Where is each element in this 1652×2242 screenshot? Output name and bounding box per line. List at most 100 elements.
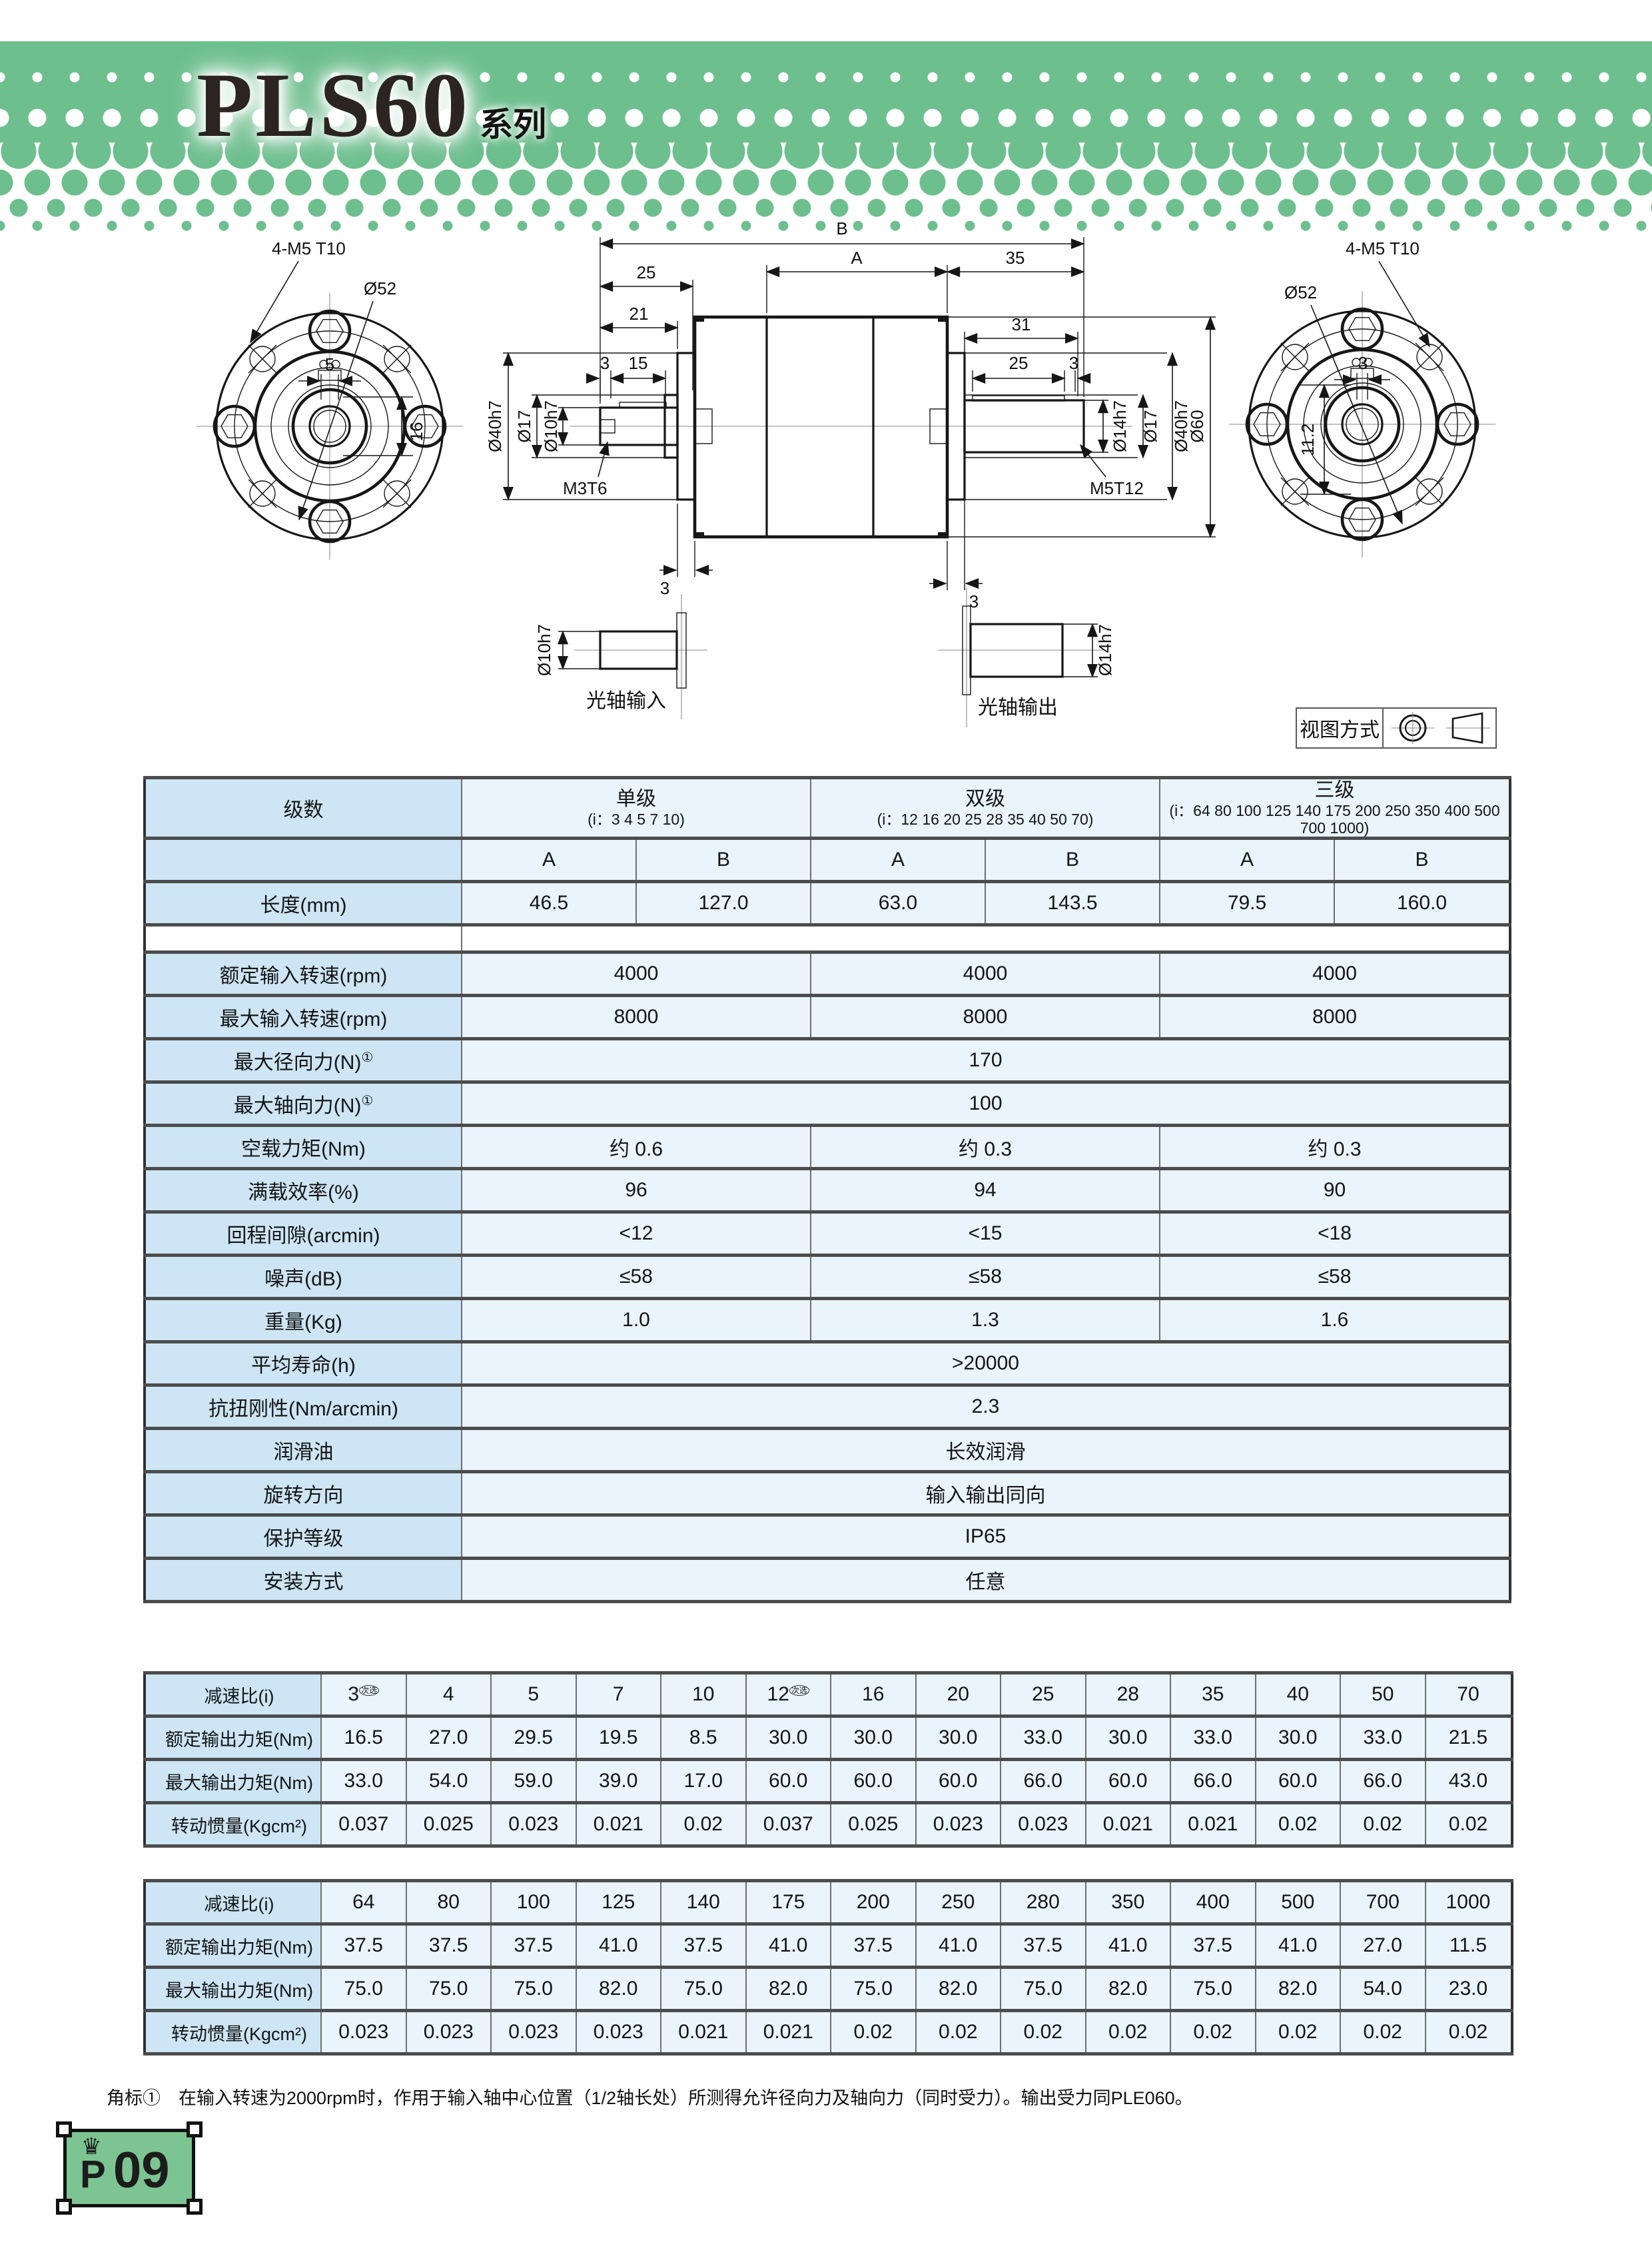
spec-row-label: 空载力矩(Nm) — [144, 1124, 462, 1170]
ratio-value: 21.5 — [1424, 1714, 1513, 1761]
empty-label — [144, 837, 462, 883]
ratio-value-header: 280 — [1000, 1879, 1086, 1926]
table-row: 平均寿命(h) >20000 — [144, 1340, 1511, 1387]
table-row: 额定输入转速(rpm) 4000 4000 4000 — [144, 950, 1511, 997]
ratio-value: 16.5 — [320, 1714, 407, 1761]
ratio-value: 0.02 — [1340, 1801, 1426, 1848]
ratio-value: 75.0 — [1170, 1966, 1256, 2012]
ratio-value: 60.0 — [1084, 1758, 1171, 1804]
thread-label: 4-M5 T10 — [1346, 238, 1420, 258]
spec-row-label: 噪声(dB) — [144, 1254, 462, 1300]
dia-label: Ø52 — [364, 278, 396, 298]
ratio-value: 33.0 — [320, 1758, 407, 1804]
spacer-cell — [460, 923, 1511, 954]
ratio-value: 0.02 — [1254, 2009, 1341, 2055]
dim-label: 15 — [629, 353, 648, 373]
shaft-caption: 光轴输出 — [978, 697, 1058, 719]
ratio-value: 0.021 — [575, 1801, 661, 1848]
technical-drawing: 5 16 4-M5 T10 Ø52 — [0, 218, 1652, 727]
table-row: 噪声(dB) ≤58 ≤58 ≤58 — [144, 1254, 1511, 1300]
ratio-value-header: 140 — [660, 1879, 747, 1926]
table-row: 转动惯量(Kgcm²) 0.023 0.023 0.023 0.023 0.021 0.02… — [144, 2009, 1513, 2055]
projection-method-label: 视图方式 — [1297, 709, 1384, 747]
corner-mark — [56, 2199, 72, 2215]
crown-icon: ♛ — [81, 2134, 102, 2159]
spec-value: >20000 — [460, 1340, 1511, 1387]
ratio-value: 0.02 — [1000, 2009, 1086, 2055]
ratio-value-header: 350 — [1084, 1879, 1171, 1926]
table-row: 保护等级 IP65 — [144, 1513, 1511, 1560]
table-row — [144, 923, 1511, 954]
table-row: 抗扭刚性(Nm/arcmin) 2.3 — [144, 1383, 1511, 1430]
ratio-value: 43.0 — [1424, 1758, 1513, 1804]
ratio-value-header: 5 — [490, 1671, 577, 1718]
ratio-value-header: 100 — [490, 1879, 577, 1926]
ratio-value: 0.02 — [915, 2009, 1001, 2055]
dim-label: 3 — [1069, 353, 1078, 373]
ratio-value: 0.037 — [745, 1801, 831, 1848]
dim-label: 5 — [325, 354, 334, 374]
spec-row-label: 最大轴向力(N)① — [144, 1080, 462, 1127]
spec-value: 127.0 — [635, 880, 811, 927]
ratio-value-header: 700 — [1340, 1879, 1426, 1926]
spec-value: 4000 — [461, 950, 811, 997]
ratio-value: 37.5 — [490, 1922, 577, 1969]
spec-value: 8000 — [1159, 994, 1511, 1040]
ratio-value: 82.0 — [915, 1966, 1001, 2012]
ratio-value: 19.5 — [575, 1714, 661, 1761]
spec-value: <18 — [1159, 1210, 1511, 1257]
ratio-value: 37.5 — [320, 1922, 407, 1969]
spec-row-label: 重量(Kg) — [144, 1297, 462, 1343]
dim-column-header: A — [1159, 837, 1336, 883]
dim-label: 35 — [1006, 248, 1025, 268]
stage-group-header: 双级 (i：12 16 20 25 28 35 40 50 70) — [809, 776, 1161, 840]
table-row: 旋转方向 输入输出同向 — [144, 1470, 1511, 1517]
ratio-value-header: 175 — [745, 1879, 831, 1926]
ratio-value: 60.0 — [830, 1758, 917, 1804]
ratio-value: 41.0 — [575, 1922, 661, 1969]
spec-table: 级数 单级 (i：3 4 5 7 10) 双级 (i：12 16 20 25 28 35… — [143, 776, 1512, 1603]
ratio-value: 0.025 — [830, 1801, 917, 1848]
ratio-value: 0.02 — [1170, 2009, 1256, 2055]
ratio-value-header: 28 — [1084, 1671, 1171, 1718]
ratio-value: 0.021 — [745, 2009, 831, 2055]
spec-table-grid: 级数 单级 (i：3 4 5 7 10) 双级 (i：12 16 20 25 28 35… — [143, 776, 1512, 1603]
spec-value: 46.5 — [461, 880, 637, 927]
spec-value: 170 — [460, 1037, 1511, 1084]
ratio-value: 0.023 — [575, 2009, 661, 2055]
ratio-value: 17.0 — [660, 1758, 747, 1804]
ratio-value: 0.023 — [320, 2009, 407, 2055]
dim-column-header: B — [984, 837, 1161, 883]
spec-row-label: 润滑油 — [144, 1427, 462, 1473]
ratio-value: 54.0 — [1340, 1966, 1426, 2012]
spec-row-label: 平均寿命(h) — [144, 1340, 462, 1387]
ratio-value-header: 200 — [830, 1879, 917, 1926]
ratio-value: 41.0 — [1254, 1922, 1341, 1969]
corner-mark — [56, 2121, 72, 2137]
ratio-value: 75.0 — [405, 1966, 492, 2012]
ratio-table-1: 减速比(i) 3 次选 4 5 7 10 12 次选 16 20 25 28 35 40 50 70 额定输出力矩… — [143, 1671, 1513, 1848]
spec-value: ≤58 — [1159, 1254, 1511, 1300]
page-number-badge: ♛ P 09 — [56, 2121, 203, 2215]
ratio-value-header: 50 — [1340, 1671, 1426, 1718]
ratio-value-header: 10 — [660, 1671, 747, 1718]
ratio-value: 27.0 — [405, 1714, 492, 1761]
ratio-value: 11.5 — [1424, 1922, 1513, 1969]
spec-value: IP65 — [460, 1513, 1511, 1560]
table-row: 额定输出力矩(Nm) 16.5 27.0 29.5 19.5 8.5 30.0 30.0 30.… — [144, 1714, 1513, 1761]
spec-value: 任意 — [460, 1557, 1511, 1603]
ratio-value: 0.023 — [490, 2009, 577, 2055]
stage-group-header: 三级 (i：64 80 100 125 140 175 200 250 350 4… — [1159, 776, 1511, 840]
spec-value: 约 0.3 — [1159, 1124, 1511, 1170]
table-row: 减速比(i) 64 80 100 125 140 175 200 250 280 350 400 500… — [144, 1879, 1513, 1926]
ratio-value: 27.0 — [1340, 1922, 1426, 1969]
spec-row-label: 最大径向力(N)① — [144, 1037, 462, 1084]
ratio-value: 33.0 — [1170, 1714, 1256, 1761]
dim-label: 25 — [637, 262, 656, 282]
ratio-value: 0.02 — [1254, 1801, 1341, 1848]
ratio-value: 0.023 — [490, 1801, 577, 1848]
dia-label: Ø14h7 — [1095, 624, 1115, 676]
dim-label: B — [836, 218, 847, 238]
ratio-row-label: 最大输出力矩(Nm) — [144, 1758, 322, 1804]
